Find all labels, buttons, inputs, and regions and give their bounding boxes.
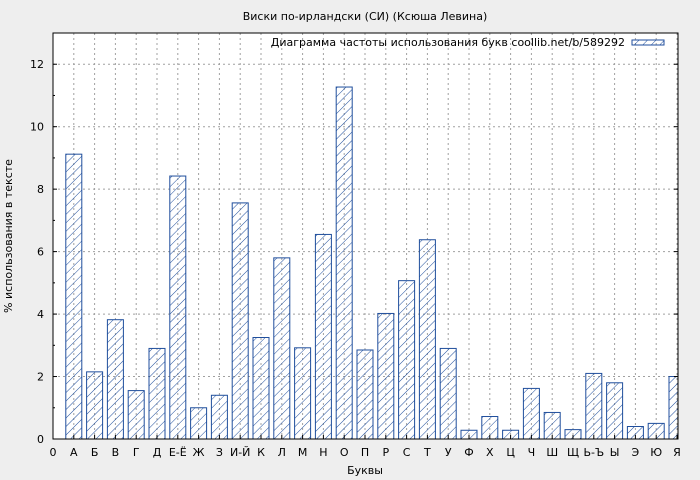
- y-tick-label: 8: [37, 183, 44, 196]
- bar: [252, 337, 270, 440]
- chart-title: Виски по-ирландски (СИ) (Ксюша Левина): [243, 10, 488, 23]
- x-tick-label: А: [70, 446, 78, 459]
- bar: [439, 347, 457, 440]
- x-tick-label: М: [298, 446, 308, 459]
- bar: [314, 233, 332, 440]
- bar: [127, 390, 145, 440]
- x-tick-label: Е-Ё: [169, 446, 187, 459]
- x-tick-label: Ю: [650, 446, 662, 459]
- x-tick-label: С: [403, 446, 411, 459]
- x-tick-label: Щ: [567, 446, 579, 459]
- y-tick-label: 10: [30, 121, 44, 134]
- x-tick-label: Ш: [546, 446, 558, 459]
- y-tick-label: 2: [37, 371, 44, 384]
- bar: [356, 349, 374, 440]
- x-tick-label: Ф: [464, 446, 473, 459]
- x-tick-label: Ц: [506, 446, 515, 459]
- x-tick-label: Х: [486, 446, 494, 459]
- legend: Диаграмма частоты использования букв coo…: [271, 36, 665, 49]
- x-tick-label: 0: [50, 446, 57, 459]
- bar: [294, 347, 312, 440]
- x-tick-label: Б: [91, 446, 99, 459]
- x-tick-label: Э: [632, 446, 640, 459]
- bar: [169, 175, 187, 440]
- x-tick-label: Ж: [193, 446, 205, 459]
- x-tick-label: Ы: [610, 446, 620, 459]
- x-tick-label: Я: [673, 446, 681, 459]
- x-tick-label: И-Й: [230, 446, 250, 459]
- x-tick-label: П: [361, 446, 369, 459]
- y-tick-label: 6: [37, 246, 44, 259]
- x-tick-label: К: [257, 446, 265, 459]
- bar: [606, 382, 624, 440]
- bar: [668, 376, 679, 440]
- x-tick-label: О: [340, 446, 349, 459]
- bar: [231, 202, 249, 440]
- x-tick-label: В: [112, 446, 120, 459]
- legend-swatch: [631, 39, 665, 46]
- bar: [86, 371, 104, 440]
- x-tick-label: Р: [382, 446, 389, 459]
- x-tick-label: У: [445, 446, 452, 459]
- x-tick-label: Т: [423, 446, 431, 459]
- y-axis-label: % использования в тексте: [2, 159, 15, 313]
- bar: [273, 257, 291, 440]
- bar: [148, 347, 166, 440]
- bar: [585, 372, 603, 440]
- bar: [190, 407, 208, 440]
- x-tick-label: Д: [153, 446, 162, 459]
- x-tick-label: Н: [319, 446, 327, 459]
- legend-label: Диаграмма частоты использования букв coo…: [271, 36, 625, 49]
- y-tick-label: 4: [37, 308, 44, 321]
- y-tick-label: 0: [37, 433, 44, 446]
- bar: [65, 153, 83, 440]
- x-tick-label: Ь-Ъ: [583, 446, 604, 459]
- x-tick-label: Ч: [528, 446, 536, 459]
- grid: [53, 33, 678, 439]
- x-tick-label: Г: [133, 446, 140, 459]
- bar: [335, 86, 353, 440]
- x-tick-label: Л: [278, 446, 286, 459]
- bar: [210, 394, 228, 440]
- y-axis-ticks: 0 2 4 6 8 10 12: [30, 58, 678, 446]
- x-tick-label: З: [216, 446, 223, 459]
- bar: [106, 319, 124, 440]
- y-tick-label: 12: [30, 58, 44, 71]
- bar: [418, 239, 436, 440]
- x-axis-label: Буквы: [347, 464, 383, 477]
- bar: [522, 387, 540, 440]
- bar: [398, 280, 416, 440]
- x-axis-ticks: 0 А Б В Г Д Е-Ё Ж З И-Й К Л М Н О П Р С Т У Ф Х Ц Ч Ш Щ Ь-Ъ Ы Э Ю Я: [50, 435, 681, 459]
- bar: [377, 312, 395, 440]
